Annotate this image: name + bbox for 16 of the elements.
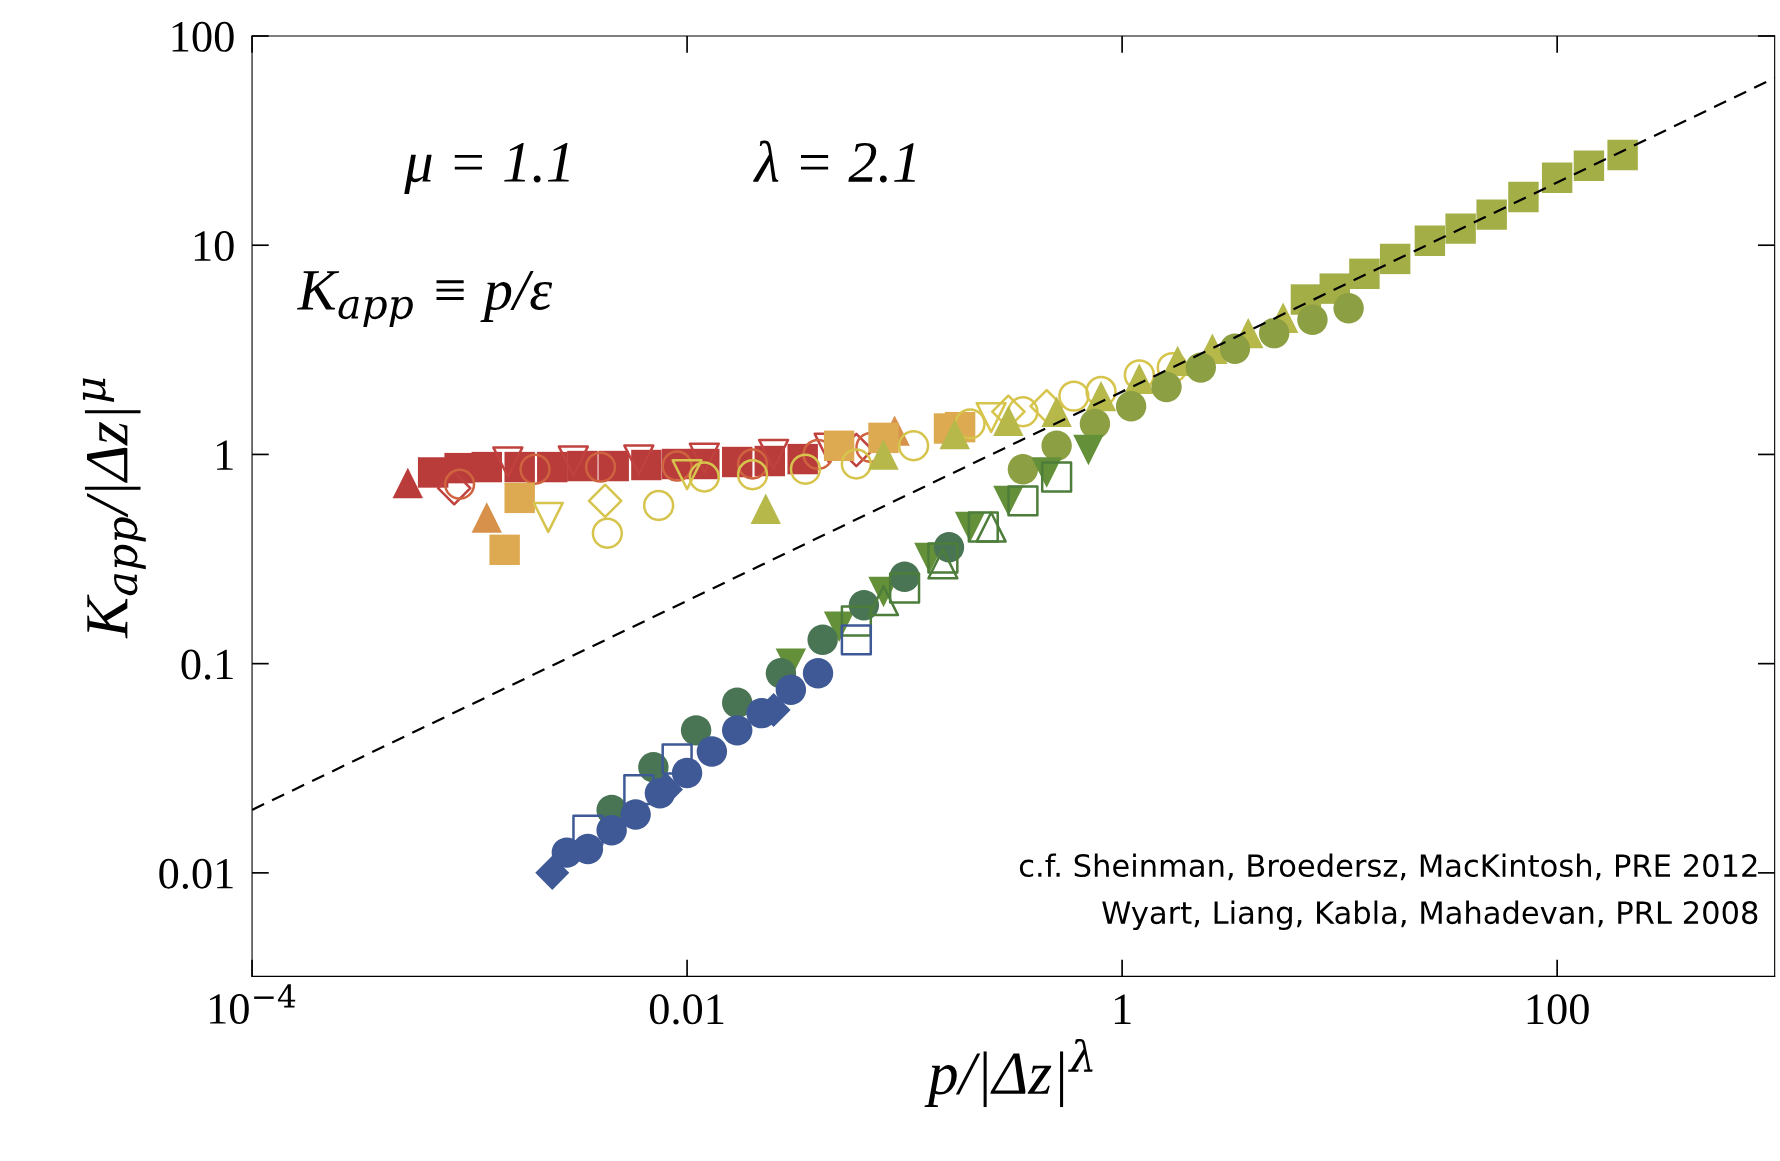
annotation: Wyart, Liang, Kabla, Mahadevan, PRL 2008 bbox=[1102, 900, 1758, 931]
y-tick-label: 0.01 bbox=[159, 858, 233, 889]
x-tick-label: 0.01 bbox=[649, 994, 724, 1025]
annotation: μ = 1.1 bbox=[404, 143, 569, 195]
y-tick-label: 100 bbox=[172, 21, 234, 52]
annotation: c.f. Sheinman, Broedersz, MacKintosh, PRE 2012 bbox=[1019, 853, 1757, 881]
y-tick-label: 10 bbox=[194, 231, 234, 262]
annotation: λ = 2.1 bbox=[753, 140, 915, 183]
x-axis-title: p/|Δz|$^{λ}$ bbox=[924, 1038, 1093, 1108]
x-tick-label: 100 bbox=[1527, 994, 1589, 1025]
annotation: K$_{app}$ ≡ p/ε bbox=[297, 271, 553, 328]
x-tick-label: 10$^{−4}$ bbox=[209, 984, 296, 1025]
y-tick-label: 1 bbox=[217, 440, 233, 470]
x-tick-label: 1 bbox=[1114, 994, 1131, 1024]
y-tick-label: 0.1 bbox=[181, 649, 233, 680]
y-axis-title: K$_{app}$/|Δz|$^{μ}$ bbox=[82, 378, 146, 639]
